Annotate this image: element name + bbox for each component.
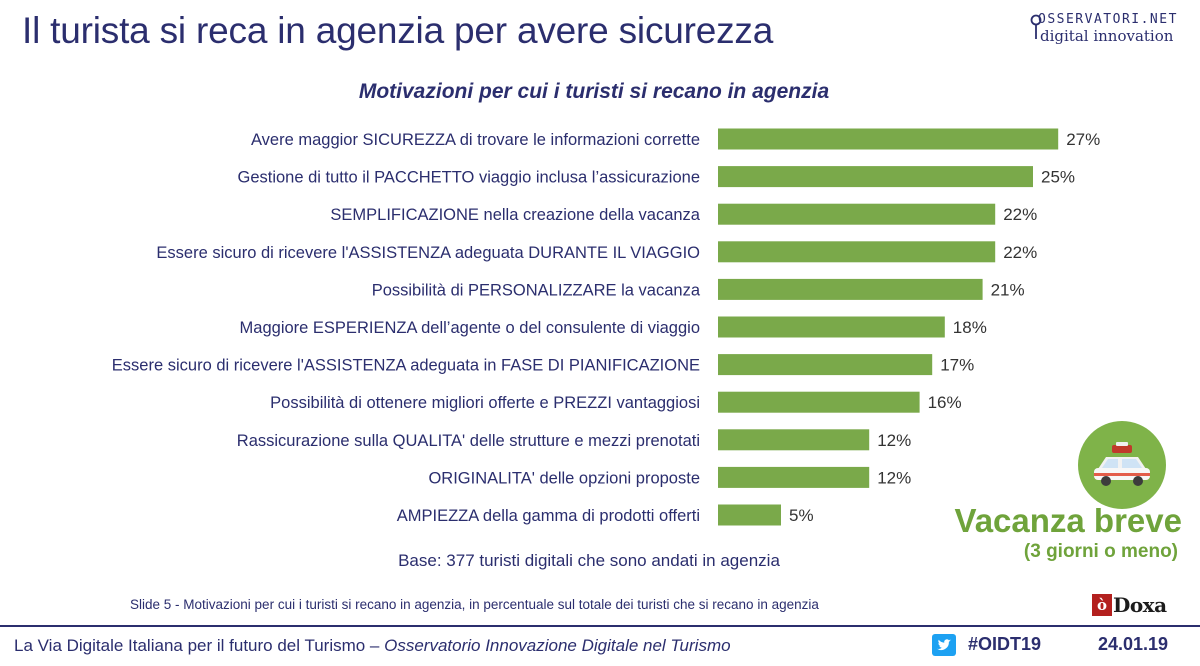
- bar: [718, 128, 1059, 150]
- bar: [718, 203, 996, 225]
- value-label: 22%: [1003, 205, 1037, 224]
- footer-text: La Via Digitale Italiana per il futuro d…: [14, 636, 731, 656]
- category-label: Avere maggior SICUREZZA di trovare le in…: [251, 131, 700, 149]
- footer-divider: [0, 625, 1200, 627]
- value-label: 16%: [928, 393, 962, 412]
- bar: [718, 166, 1033, 188]
- category-label: AMPIEZZA della gamma di prodotti offerti: [397, 507, 700, 525]
- category-label: Maggiore ESPERIENZA dell’agente o del co…: [240, 319, 700, 337]
- value-label: 17%: [940, 356, 974, 375]
- footer-text-italic: Osservatorio Innovazione Digitale nel Tu…: [384, 636, 731, 655]
- bar-chart: Avere maggior SICUREZZA di trovare le in…: [112, 128, 1100, 526]
- base-note: Base: 377 turisti digitali che sono anda…: [398, 551, 780, 570]
- bar: [718, 316, 945, 338]
- osservatori-logo: OSSERVATORI.NET digital innovation: [1030, 12, 1188, 46]
- footer-text-plain: La Via Digitale Italiana per il futuro d…: [14, 636, 385, 655]
- value-label: 5%: [789, 506, 814, 525]
- chart-title: Motivazioni per cui i turisti si recano …: [358, 80, 830, 103]
- doxa-logo: ò Doxa: [1092, 592, 1167, 618]
- badge-circle: [1078, 421, 1166, 509]
- bar: [718, 241, 996, 263]
- footer-date: 24.01.19: [1098, 634, 1169, 654]
- bar: [718, 278, 983, 300]
- pin-icon: [1030, 14, 1042, 39]
- doxa-mark: ò: [1092, 594, 1112, 616]
- category-label: Rassicurazione sulla QUALITA' delle stru…: [237, 432, 700, 450]
- badge-title: Vacanza breve: [954, 502, 1183, 539]
- logo-line2: digital innovation: [1040, 27, 1174, 45]
- value-label: 25%: [1041, 168, 1075, 187]
- bar: [718, 429, 870, 451]
- category-label: SEMPLIFICAZIONE nella creazione della va…: [330, 206, 700, 224]
- value-label: 27%: [1066, 130, 1100, 149]
- slide-note: Slide 5 - Motivazioni per cui i turisti …: [130, 597, 819, 612]
- bar: [718, 466, 870, 488]
- value-label: 12%: [877, 431, 911, 450]
- bar: [718, 354, 933, 376]
- category-label: ORIGINALITA' delle opzioni proposte: [428, 469, 700, 487]
- car-with-luggage-icon: [1094, 442, 1150, 486]
- bar: [718, 504, 781, 526]
- value-label: 18%: [953, 318, 987, 337]
- value-label: 21%: [991, 280, 1025, 299]
- doxa-name: Doxa: [1113, 593, 1167, 617]
- logo-line1: OSSERVATORI.NET: [1038, 12, 1178, 27]
- value-label: 22%: [1003, 243, 1037, 262]
- value-label: 12%: [877, 468, 911, 487]
- category-label: Essere sicuro di ricevere l'ASSISTENZA a…: [156, 244, 700, 262]
- page-title: Il turista si reca in agenzia per avere …: [22, 10, 774, 51]
- badge-subtitle: (3 giorni o meno): [1023, 541, 1178, 562]
- category-label: Gestione di tutto il PACCHETTO viaggio i…: [237, 169, 700, 187]
- category-label: Possibilità di PERSONALIZZARE la vacanza: [372, 281, 701, 299]
- bar: [718, 391, 920, 413]
- category-label: Possibilità di ottenere migliori offerte…: [270, 394, 700, 412]
- category-label: Essere sicuro di ricevere l'ASSISTENZA a…: [112, 357, 700, 375]
- twitter-icon: [932, 634, 956, 656]
- hashtag: #OIDT19: [968, 634, 1042, 654]
